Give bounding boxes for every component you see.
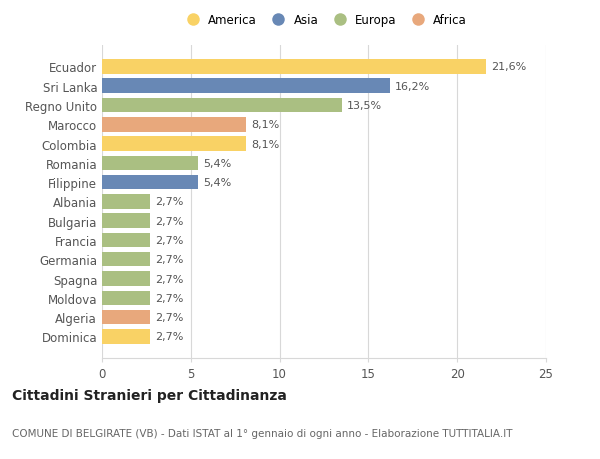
Bar bbox=[102, 252, 150, 267]
Bar bbox=[102, 60, 485, 74]
Text: 5,4%: 5,4% bbox=[203, 178, 232, 188]
Text: 2,7%: 2,7% bbox=[155, 235, 184, 246]
Text: 2,7%: 2,7% bbox=[155, 274, 184, 284]
Bar bbox=[102, 291, 150, 305]
Text: 16,2%: 16,2% bbox=[395, 82, 430, 91]
Text: 5,4%: 5,4% bbox=[203, 158, 232, 168]
Bar bbox=[102, 99, 342, 113]
Text: 8,1%: 8,1% bbox=[251, 139, 280, 149]
Legend: America, Asia, Europa, Africa: America, Asia, Europa, Africa bbox=[181, 14, 467, 27]
Bar bbox=[102, 118, 246, 132]
Bar bbox=[102, 79, 390, 94]
Bar bbox=[102, 156, 198, 171]
Bar bbox=[102, 310, 150, 325]
Text: 2,7%: 2,7% bbox=[155, 216, 184, 226]
Text: 8,1%: 8,1% bbox=[251, 120, 280, 130]
Text: 2,7%: 2,7% bbox=[155, 293, 184, 303]
Text: 2,7%: 2,7% bbox=[155, 332, 184, 341]
Bar bbox=[102, 233, 150, 248]
Text: 21,6%: 21,6% bbox=[491, 62, 526, 72]
Bar bbox=[102, 175, 198, 190]
Bar bbox=[102, 137, 246, 151]
Text: COMUNE DI BELGIRATE (VB) - Dati ISTAT al 1° gennaio di ogni anno - Elaborazione : COMUNE DI BELGIRATE (VB) - Dati ISTAT al… bbox=[12, 428, 512, 438]
Text: 13,5%: 13,5% bbox=[347, 101, 382, 111]
Text: 2,7%: 2,7% bbox=[155, 313, 184, 322]
Bar bbox=[102, 330, 150, 344]
Text: 2,7%: 2,7% bbox=[155, 197, 184, 207]
Text: Cittadini Stranieri per Cittadinanza: Cittadini Stranieri per Cittadinanza bbox=[12, 388, 287, 403]
Text: 2,7%: 2,7% bbox=[155, 255, 184, 265]
Bar bbox=[102, 272, 150, 286]
Bar bbox=[102, 214, 150, 229]
Bar bbox=[102, 195, 150, 209]
